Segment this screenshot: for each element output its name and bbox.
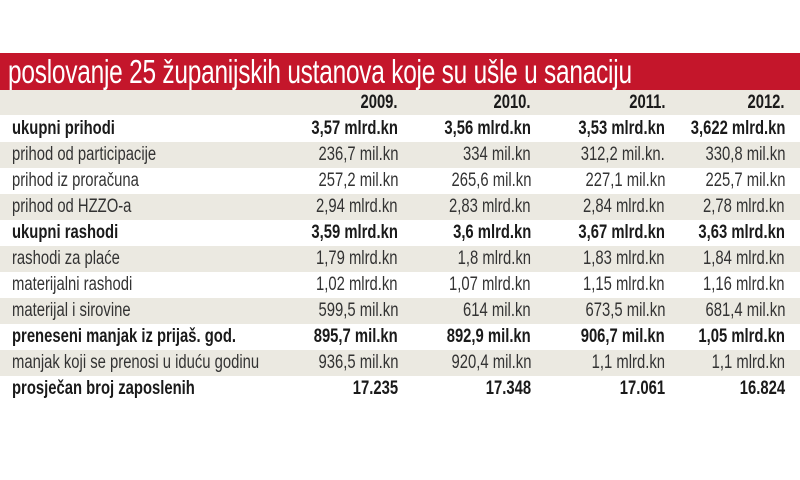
table-row: ukupni rashodi 3,59 mlrd.kn 3,6 mlrd.kn 3,6… (0, 220, 800, 246)
cell-value: 1,07 mlrd.kn (449, 274, 531, 295)
cell-value: 892,9 mil.kn (446, 326, 531, 347)
table-row: prihod od HZZO-a 2,94 mlrd.kn 2,83 mlrd.kn… (0, 194, 800, 220)
cell-value: 1,05 mlrd.kn (698, 326, 785, 347)
data-table: 2009. 2010. 2011. 2012. ukupni prihodi 3,… (0, 90, 800, 402)
cell-value: 599,5 mil.kn (318, 300, 398, 321)
row-label: prihod od HZZO-a (12, 196, 132, 217)
cell-value: 3,59 mlrd.kn (311, 222, 398, 243)
cell-value: 1,8 mlrd.kn (457, 248, 531, 269)
cell-value: 1,84 mlrd.kn (703, 248, 785, 269)
row-label: preneseni manjak iz prijaš. god. (12, 326, 237, 347)
cell-value: 681,4 mil.kn (705, 300, 785, 321)
row-label: materijalni rashodi (12, 274, 133, 295)
cell-value: 3,63 mlrd.kn (698, 222, 785, 243)
cell-value: 1,1 mlrd.kn (711, 352, 785, 373)
table-row: rashodi za plaće 1,79 mlrd.kn 1,8 mlrd.kn 1… (0, 246, 800, 272)
row-label: materijal i sirovine (12, 300, 131, 321)
table-row: prosječan broj zaposlenih 17.235 17.348 17.… (0, 376, 800, 402)
cell-value: 265,6 mil.kn (451, 170, 531, 191)
cell-value: 1,02 mlrd.kn (316, 274, 398, 295)
table-title: poslovanje 25 županijskih ustanova koje … (8, 53, 632, 90)
cell-value: 3,622 mlrd.kn (690, 118, 785, 139)
row-label: prosječan broj zaposlenih (12, 378, 195, 399)
cell-value: 236,7 mil.kn (318, 144, 398, 165)
cell-value: 3,6 mlrd.kn (452, 222, 531, 243)
table-row: manjak koji se prenosi u iduću godinu 936… (0, 350, 800, 376)
cell-value: 673,5 mil.kn (585, 300, 665, 321)
header-row: 2009. 2010. 2011. 2012. (0, 90, 800, 115)
cell-value: 227,1 mil.kn (585, 170, 665, 191)
column-header-2012: 2012. (747, 92, 785, 113)
cell-value: 614 mil.kn (463, 300, 531, 321)
cell-value: 1,16 mlrd.kn (703, 274, 785, 295)
table-row: materijal i sirovine 599,5 mil.kn 614 mil.… (0, 298, 800, 324)
cell-value: 334 mil.kn (463, 144, 531, 165)
row-label: rashodi za plaće (12, 248, 120, 269)
table-row: ukupni prihodi 3,57 mlrd.kn 3,56 mlrd.kn 3,… (0, 116, 800, 142)
cell-value: 920,4 mil.kn (451, 352, 531, 373)
cell-value: 257,2 mil.kn (318, 170, 398, 191)
cell-value: 2,84 mlrd.kn (583, 196, 665, 217)
cell-value: 17.348 (485, 378, 531, 399)
column-header-2011: 2011. (628, 92, 665, 113)
row-label: ukupni rashodi (12, 222, 119, 243)
cell-value: 1,1 mlrd.kn (591, 352, 665, 373)
cell-value: 3,56 mlrd.kn (444, 118, 531, 139)
cell-value: 3,53 mlrd.kn (578, 118, 665, 139)
cell-value: 1,79 mlrd.kn (316, 248, 398, 269)
cell-value: 936,5 mil.kn (318, 352, 398, 373)
cell-value: 1,83 mlrd.kn (583, 248, 665, 269)
cell-value: 1,15 mlrd.kn (583, 274, 665, 295)
cell-value: 16.824 (739, 378, 785, 399)
cell-value: 2,78 mlrd.kn (703, 196, 785, 217)
column-header-2009: 2009. (360, 92, 398, 113)
cell-value: 17.235 (352, 378, 398, 399)
cell-value: 2,83 mlrd.kn (449, 196, 531, 217)
row-label: manjak koji se prenosi u iduću godinu (12, 352, 260, 373)
table-row: prihod iz proračuna 257,2 mil.kn 265,6 mil… (0, 168, 800, 194)
cell-value: 225,7 mil.kn (705, 170, 785, 191)
cell-value: 906,7 mil.kn (580, 326, 665, 347)
cell-value: 330,8 mil.kn (705, 144, 785, 165)
table-row: prihod od participacije 236,7 mil.kn 334 m… (0, 142, 800, 168)
table-row: preneseni manjak iz prijaš. god. 895,7 mi… (0, 324, 800, 350)
row-label: prihod od participacije (12, 144, 157, 165)
column-header-2010: 2010. (493, 92, 531, 113)
cell-value: 2,94 mlrd.kn (316, 196, 398, 217)
cell-value: 17.061 (619, 378, 665, 399)
cell-value: 312,2 mil.kn. (580, 144, 665, 165)
cell-value: 3,57 mlrd.kn (311, 118, 398, 139)
title-band: poslovanje 25 županijskih ustanova koje … (0, 53, 800, 90)
cell-value: 3,67 mlrd.kn (578, 222, 665, 243)
table-row: materijalni rashodi 1,02 mlrd.kn 1,07 mlrd… (0, 272, 800, 298)
row-label: ukupni prihodi (12, 118, 115, 139)
row-label: prihod iz proračuna (12, 170, 139, 191)
cell-value: 895,7 mil.kn (313, 326, 398, 347)
